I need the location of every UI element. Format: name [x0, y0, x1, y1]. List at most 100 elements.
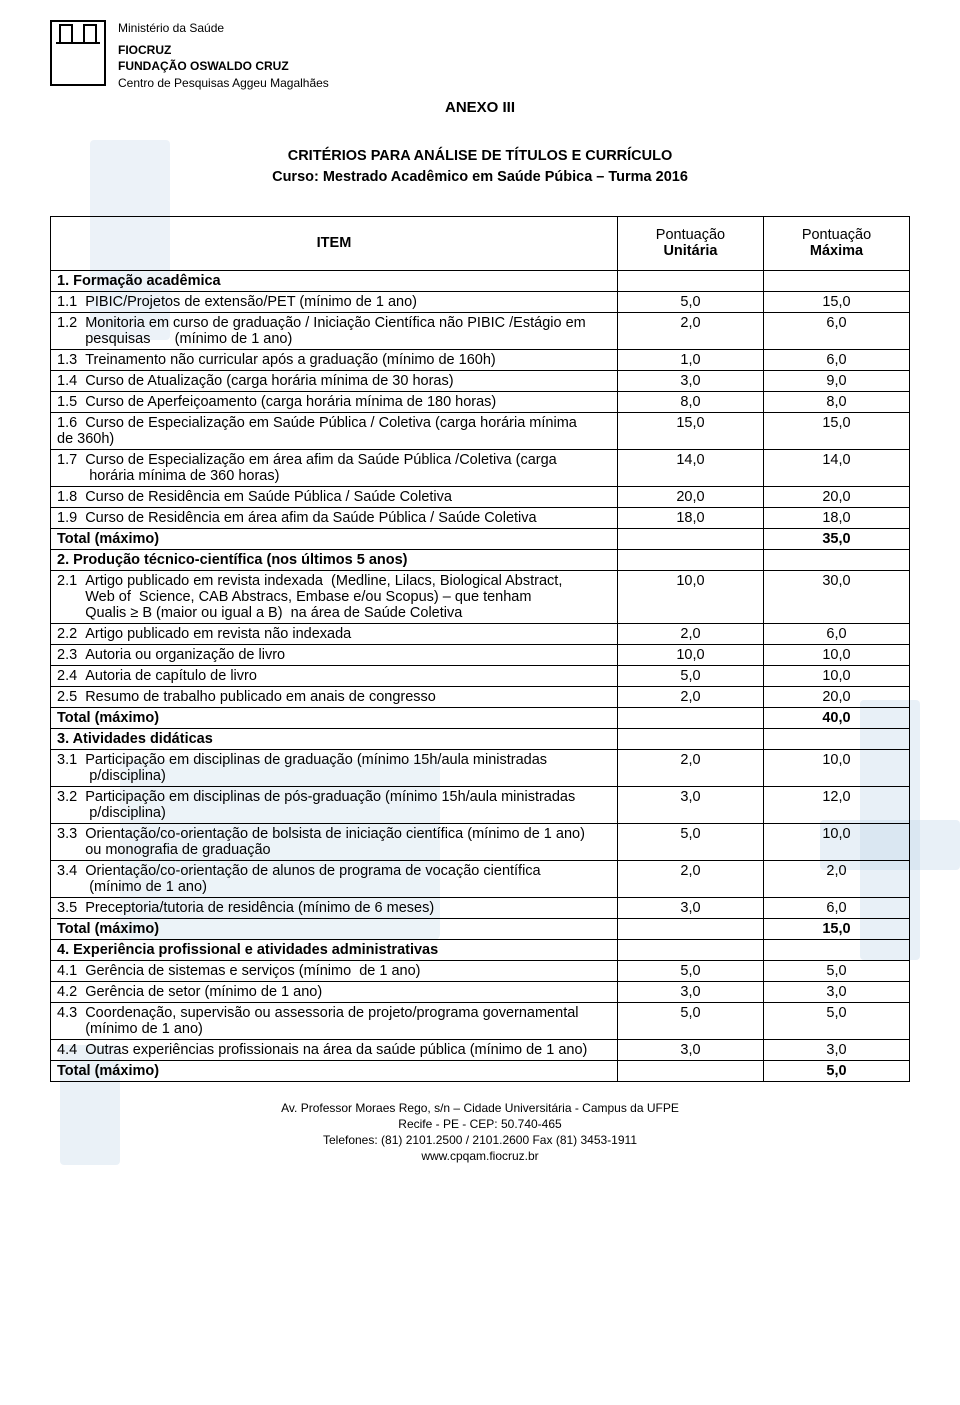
- table-row: 1.4 Curso de Atualização (carga horária …: [51, 370, 910, 391]
- pontuacao-maxima-cell: 35,0: [763, 528, 909, 549]
- table-row: 1.2 Monitoria em curso de graduação / In…: [51, 312, 910, 349]
- pontuacao-maxima-cell: 6,0: [763, 897, 909, 918]
- pontuacao-unitaria-cell: 2,0: [617, 686, 763, 707]
- pontuacao-maxima-cell: 15,0: [763, 918, 909, 939]
- anexo-heading: ANEXO III: [50, 99, 910, 116]
- table-row: 2.3 Autoria ou organização de livro10,01…: [51, 644, 910, 665]
- table-row: 4.1 Gerência de sistemas e serviços (mín…: [51, 960, 910, 981]
- pontuacao-maxima-cell: 8,0: [763, 391, 909, 412]
- org-short: FIOCRUZ: [118, 42, 329, 58]
- item-desc-cell: 1.8 Curso de Residência em Saúde Pública…: [51, 486, 618, 507]
- pontuacao-maxima-cell: 10,0: [763, 823, 909, 860]
- pontuacao-maxima-cell: 15,0: [763, 412, 909, 449]
- pontuacao-maxima-cell: 6,0: [763, 312, 909, 349]
- item-desc-cell: 1.2 Monitoria em curso de graduação / In…: [51, 312, 618, 349]
- pontuacao-maxima-cell: 20,0: [763, 486, 909, 507]
- item-desc-cell: 4.3 Coordenação, supervisão ou assessori…: [51, 1002, 618, 1039]
- table-row: 3.2 Participação em disciplinas de pós-g…: [51, 786, 910, 823]
- table-row: 1.3 Treinamento não curricular após a gr…: [51, 349, 910, 370]
- table-row: 1.7 Curso de Especialização em área afim…: [51, 449, 910, 486]
- total-label-cell: Total (máximo): [51, 707, 618, 728]
- pontuacao-maxima-cell: 5,0: [763, 1060, 909, 1081]
- pontuacao-maxima-cell: 30,0: [763, 570, 909, 623]
- section-heading-cell: 3. Atividades didáticas: [51, 728, 618, 749]
- table-row: 2.5 Resumo de trabalho publicado em anai…: [51, 686, 910, 707]
- empty-cell: [617, 270, 763, 291]
- pontuacao-maxima-cell: 3,0: [763, 1039, 909, 1060]
- table-row: 1.9 Curso de Residência em área afim da …: [51, 507, 910, 528]
- empty-cell: [617, 549, 763, 570]
- table-row: 2.2 Artigo publicado em revista não inde…: [51, 623, 910, 644]
- pontuacao-maxima-cell: 15,0: [763, 291, 909, 312]
- pontuacao-unitaria-cell: [617, 918, 763, 939]
- pontuacao-maxima-cell: 10,0: [763, 749, 909, 786]
- pontuacao-maxima-cell: 10,0: [763, 665, 909, 686]
- section-heading-cell: 4. Experiência profissional e atividades…: [51, 939, 618, 960]
- pontuacao-maxima-cell: 9,0: [763, 370, 909, 391]
- col-item: ITEM: [51, 216, 618, 270]
- item-desc-cell: 4.4 Outras experiências profissionais na…: [51, 1039, 618, 1060]
- pontuacao-unitaria-cell: [617, 528, 763, 549]
- pontuacao-unitaria-cell: [617, 1060, 763, 1081]
- pontuacao-unitaria-cell: 2,0: [617, 312, 763, 349]
- pontuacao-unitaria-cell: 14,0: [617, 449, 763, 486]
- pontuacao-unitaria-cell: [617, 707, 763, 728]
- pontuacao-unitaria-cell: 10,0: [617, 644, 763, 665]
- empty-cell: [763, 270, 909, 291]
- pontuacao-unitaria-cell: 2,0: [617, 749, 763, 786]
- pontuacao-maxima-cell: 14,0: [763, 449, 909, 486]
- item-desc-cell: 2.4 Autoria de capítulo de livro: [51, 665, 618, 686]
- footer: Av. Professor Moraes Rego, s/n – Cidade …: [50, 1100, 910, 1165]
- pontuacao-unitaria-cell: 3,0: [617, 1039, 763, 1060]
- item-desc-cell: 1.1 PIBIC/Projetos de extensão/PET (míni…: [51, 291, 618, 312]
- footer-phones: Telefones: (81) 2101.2500 / 2101.2600 Fa…: [50, 1132, 910, 1148]
- table-row: 3.5 Preceptoria/tutoria de residência (m…: [51, 897, 910, 918]
- pontuacao-maxima-cell: 3,0: [763, 981, 909, 1002]
- item-desc-cell: 3.4 Orientação/co-orientação de alunos d…: [51, 860, 618, 897]
- pontuacao-unitaria-cell: 1,0: [617, 349, 763, 370]
- item-desc-cell: 3.2 Participação em disciplinas de pós-g…: [51, 786, 618, 823]
- item-desc-cell: 3.1 Participação em disciplinas de gradu…: [51, 749, 618, 786]
- table-row: 3. Atividades didáticas: [51, 728, 910, 749]
- item-desc-cell: 1.3 Treinamento não curricular após a gr…: [51, 349, 618, 370]
- letterhead: Ministério da Saúde FIOCRUZ FUNDAÇÃO OSW…: [50, 20, 910, 91]
- item-desc-cell: 1.7 Curso de Especialização em área afim…: [51, 449, 618, 486]
- pontuacao-unitaria-cell: 5,0: [617, 291, 763, 312]
- pontuacao-maxima-cell: 5,0: [763, 960, 909, 981]
- item-desc-cell: 3.3 Orientação/co-orientação de bolsista…: [51, 823, 618, 860]
- empty-cell: [763, 728, 909, 749]
- table-row: 1.5 Curso de Aperfeiçoamento (carga horá…: [51, 391, 910, 412]
- footer-address: Av. Professor Moraes Rego, s/n – Cidade …: [50, 1100, 910, 1116]
- table-header-row: ITEM Pontuação Unitária Pontuação Máxima: [51, 216, 910, 270]
- criteria-table: ITEM Pontuação Unitária Pontuação Máxima…: [50, 216, 910, 1082]
- letterhead-text: Ministério da Saúde FIOCRUZ FUNDAÇÃO OSW…: [118, 20, 329, 91]
- table-row: 4. Experiência profissional e atividades…: [51, 939, 910, 960]
- table-row: 4.4 Outras experiências profissionais na…: [51, 1039, 910, 1060]
- item-desc-cell: 1.4 Curso de Atualização (carga horária …: [51, 370, 618, 391]
- item-desc-cell: 4.1 Gerência de sistemas e serviços (mín…: [51, 960, 618, 981]
- pontuacao-unitaria-cell: 3,0: [617, 370, 763, 391]
- table-row: 3.4 Orientação/co-orientação de alunos d…: [51, 860, 910, 897]
- empty-cell: [617, 939, 763, 960]
- table-row: 2.4 Autoria de capítulo de livro5,010,0: [51, 665, 910, 686]
- footer-url: www.cpqam.fiocruz.br: [50, 1148, 910, 1164]
- pontuacao-unitaria-cell: 8,0: [617, 391, 763, 412]
- item-desc-cell: 2.3 Autoria ou organização de livro: [51, 644, 618, 665]
- item-desc-cell: 1.5 Curso de Aperfeiçoamento (carga horá…: [51, 391, 618, 412]
- fiocruz-logo-icon: [50, 20, 106, 86]
- table-row: 1.8 Curso de Residência em Saúde Pública…: [51, 486, 910, 507]
- footer-city: Recife - PE - CEP: 50.740-465: [50, 1116, 910, 1132]
- pontuacao-unitaria-cell: 5,0: [617, 1002, 763, 1039]
- pontuacao-unitaria-cell: 3,0: [617, 897, 763, 918]
- table-row: 1.6 Curso de Especialização em Saúde Púb…: [51, 412, 910, 449]
- table-row: Total (máximo)40,0: [51, 707, 910, 728]
- total-label-cell: Total (máximo): [51, 528, 618, 549]
- table-row: 1.1 PIBIC/Projetos de extensão/PET (míni…: [51, 291, 910, 312]
- pontuacao-maxima-cell: 10,0: [763, 644, 909, 665]
- pontuacao-maxima-cell: 18,0: [763, 507, 909, 528]
- title-line-2: Curso: Mestrado Acadêmico em Saúde Púbic…: [50, 167, 910, 188]
- pontuacao-maxima-cell: 6,0: [763, 623, 909, 644]
- pontuacao-unitaria-cell: 15,0: [617, 412, 763, 449]
- empty-cell: [617, 728, 763, 749]
- table-row: 4.3 Coordenação, supervisão ou assessori…: [51, 1002, 910, 1039]
